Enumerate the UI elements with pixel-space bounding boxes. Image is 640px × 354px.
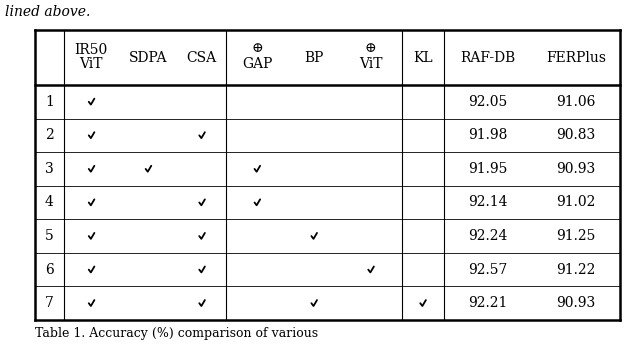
Text: GAP: GAP [242, 57, 272, 72]
Text: 91.22: 91.22 [556, 263, 595, 276]
Text: 92.05: 92.05 [468, 95, 508, 109]
Text: 91.98: 91.98 [468, 129, 508, 142]
Text: 90.93: 90.93 [556, 296, 595, 310]
Text: ViT: ViT [359, 57, 383, 72]
Text: CSA: CSA [187, 51, 217, 64]
Text: 7: 7 [45, 296, 54, 310]
Text: 91.06: 91.06 [556, 95, 595, 109]
Text: 92.57: 92.57 [468, 263, 508, 276]
Text: ⊕: ⊕ [365, 41, 376, 56]
Text: BP: BP [304, 51, 324, 64]
Text: 6: 6 [45, 263, 54, 276]
Text: ViT: ViT [79, 57, 103, 72]
Text: Table 1. Accuracy (%) comparison of various: Table 1. Accuracy (%) comparison of vari… [35, 327, 318, 341]
Text: KL: KL [413, 51, 433, 64]
Text: 4: 4 [45, 195, 54, 210]
Text: RAF-DB: RAF-DB [460, 51, 515, 64]
Text: 92.21: 92.21 [468, 296, 508, 310]
Text: 3: 3 [45, 162, 54, 176]
Text: SDPA: SDPA [129, 51, 167, 64]
Text: lined above.: lined above. [5, 5, 90, 19]
Text: 91.25: 91.25 [556, 229, 595, 243]
Text: 91.95: 91.95 [468, 162, 508, 176]
Text: FERPlus: FERPlus [546, 51, 606, 64]
Text: 91.02: 91.02 [556, 195, 595, 210]
Text: 90.83: 90.83 [556, 129, 595, 142]
Text: 92.14: 92.14 [468, 195, 508, 210]
Text: 92.24: 92.24 [468, 229, 508, 243]
Text: 90.93: 90.93 [556, 162, 595, 176]
Text: ⊕: ⊕ [251, 41, 263, 56]
Text: IR50: IR50 [75, 44, 108, 57]
Text: 1: 1 [45, 95, 54, 109]
Text: 5: 5 [45, 229, 54, 243]
Text: 2: 2 [45, 129, 54, 142]
